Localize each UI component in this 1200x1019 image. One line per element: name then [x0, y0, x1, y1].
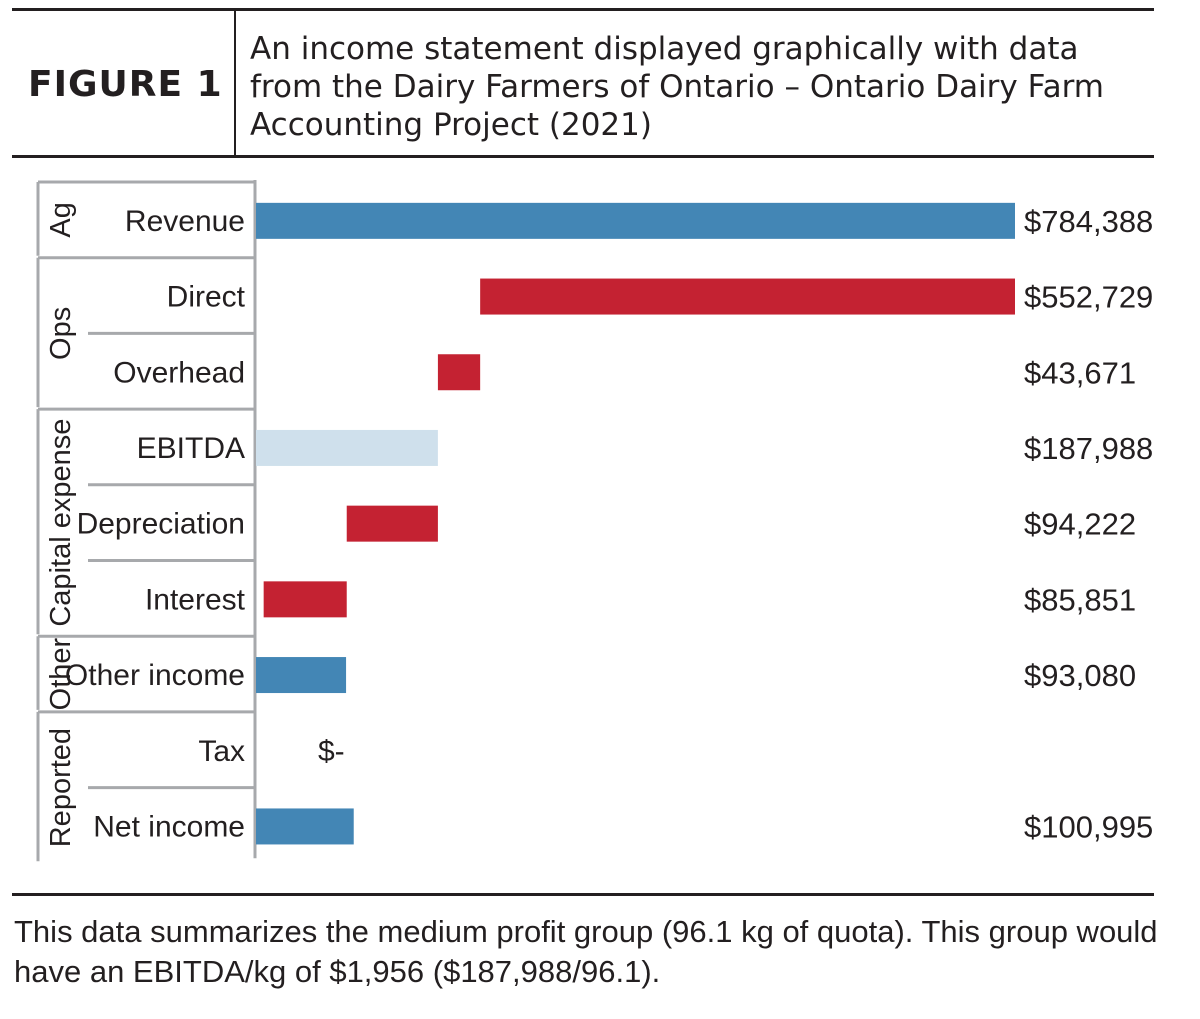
category-label-overhead: Overhead	[113, 356, 245, 389]
value-label-direct: $552,729	[1024, 280, 1153, 315]
figure-title: An income statement displayed graphicall…	[250, 31, 1104, 143]
value-label-other-income: $93,080	[1024, 658, 1136, 693]
group-label-capital-expense: Capital expense	[45, 419, 77, 627]
value-label-depreciation: $94,222	[1024, 507, 1136, 542]
figure-label: FIGURE 1	[28, 64, 223, 105]
top-rule	[12, 8, 1154, 11]
bar-revenue	[256, 202, 1015, 239]
value-label-tax: $-	[318, 735, 345, 768]
category-label-net-income: Net income	[93, 810, 245, 843]
value-label-overhead: $43,671	[1024, 355, 1136, 390]
bar-ebitda	[256, 429, 438, 466]
category-label-depreciation: Depreciation	[77, 508, 245, 541]
bar-direct	[480, 278, 1015, 315]
category-label-tax: Tax	[198, 735, 245, 768]
bottom-rule	[12, 893, 1154, 896]
group-label-ops: Ops	[45, 307, 77, 360]
header-rule	[12, 155, 1154, 158]
bar-interest	[263, 581, 347, 618]
value-label-ebitda: $187,988	[1024, 431, 1153, 466]
bar-other-income	[256, 657, 347, 694]
category-label-ebitda: EBITDA	[137, 432, 245, 465]
category-label-revenue: Revenue	[125, 205, 245, 238]
group-label-reported: Reported	[45, 728, 77, 847]
bar-net-income	[256, 808, 354, 845]
bar-depreciation	[346, 505, 438, 542]
value-label-net-income: $100,995	[1024, 809, 1153, 844]
category-label-other-income: Other income	[65, 659, 245, 692]
header-divider	[234, 11, 236, 156]
category-label-interest: Interest	[145, 583, 246, 616]
group-label-other: Other	[45, 637, 77, 710]
waterfall-chart: Ag Ops Capital expense Other Reported Revenue…	[36, 180, 1153, 862]
value-label-revenue: $784,388	[1024, 204, 1153, 239]
category-label-direct: Direct	[167, 281, 246, 314]
bar-overhead	[437, 354, 481, 391]
value-label-interest: $85,851	[1024, 582, 1136, 617]
group-label-ag: Ag	[45, 202, 77, 237]
figure-footnote: This data summarizes the medium profit g…	[14, 914, 1158, 989]
